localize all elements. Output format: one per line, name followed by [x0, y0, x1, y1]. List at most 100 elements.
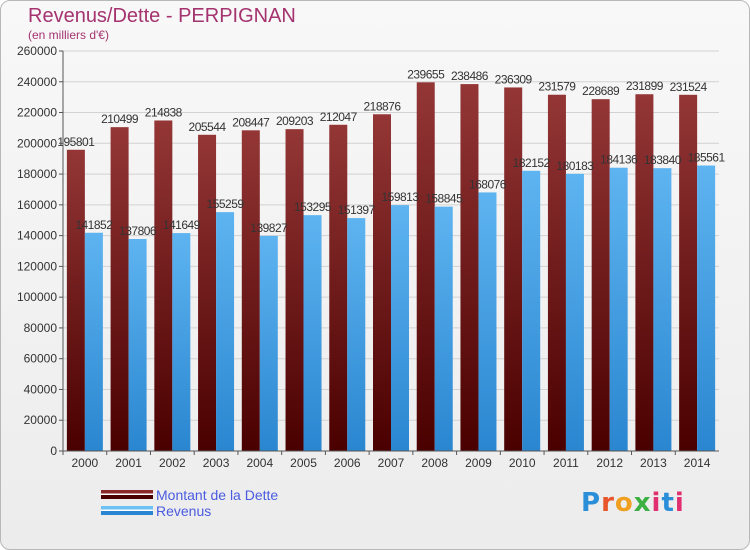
- y-tick-label: 240000: [17, 75, 57, 89]
- dette-bar: [154, 120, 173, 451]
- y-tick-label: 40000: [24, 382, 58, 396]
- logo-letter: t: [661, 488, 675, 518]
- logo-letter: P: [581, 488, 602, 518]
- revenus-value-label: 155259: [207, 197, 245, 211]
- dette-bar: [373, 114, 391, 451]
- axes: 0 20000 40000 60000 80000 100000 120000 140000 1…: [17, 44, 719, 470]
- dette-value-label: 239655: [407, 67, 445, 81]
- dette-bar: [198, 134, 217, 452]
- logo-letter: o: [614, 488, 634, 518]
- y-tick-label: 80000: [24, 321, 58, 335]
- x-tick-label: 2012: [596, 456, 623, 470]
- dette-bar: [416, 82, 435, 452]
- revenus-bar: [565, 173, 584, 451]
- revenus-bar: [347, 218, 366, 451]
- dette-value-label: 228689: [582, 84, 620, 98]
- chart-subtitle: (en milliers d'€): [28, 28, 109, 42]
- revenus-bar: [84, 232, 103, 451]
- revenus-value-label: 139827: [250, 221, 288, 235]
- revenus-value-label: 168076: [469, 177, 507, 191]
- y-tick-label: 60000: [24, 352, 58, 366]
- dette-bar: [329, 124, 348, 451]
- dette-bar: [66, 149, 85, 451]
- dette-value-label: 238486: [451, 69, 489, 83]
- logo-letter: i: [651, 488, 662, 518]
- dette-bar: [591, 99, 610, 451]
- logo-letter: x: [633, 488, 652, 518]
- proxiti-logo: Proxiti: [581, 488, 685, 518]
- revenus-value-label: 151397: [338, 203, 376, 217]
- revenus-value-label: 141649: [163, 218, 201, 232]
- revenus-value-label: 137806: [119, 224, 157, 238]
- x-tick-label: 2004: [246, 456, 273, 470]
- x-tick-label: 2005: [290, 456, 317, 470]
- x-tick-label: 2007: [378, 456, 405, 470]
- data-labels: 195801 141852 210499 137806 214838 141649 2055…: [57, 67, 726, 238]
- chart-title: Revenus/Dette - PERPIGNAN: [28, 5, 296, 27]
- revenus-bar: [259, 235, 278, 451]
- revenus-bar: [609, 167, 628, 451]
- x-tick-label: 2009: [465, 456, 492, 470]
- revenus-bar: [478, 192, 497, 451]
- y-tick-label: 140000: [17, 229, 57, 243]
- dette-value-label: 209203: [276, 114, 314, 128]
- x-tick-label: 2001: [115, 456, 142, 470]
- y-tick-label: 0: [50, 444, 57, 458]
- dette-value-label: 205544: [189, 120, 227, 134]
- revenus-value-label: 159813: [381, 190, 419, 204]
- x-tick-label: 2002: [159, 456, 186, 470]
- revenus-bar: [522, 170, 541, 451]
- revenus-bar: [391, 205, 409, 451]
- dette-value-label: 231579: [538, 80, 576, 94]
- revenus-value-label: 141852: [75, 218, 113, 232]
- revenus-value-label: 180183: [556, 159, 594, 173]
- revenus-value-label: 153295: [294, 200, 332, 214]
- revenus-bar: [434, 206, 453, 451]
- dette-value-label: 210499: [101, 112, 139, 126]
- dette-value-label: 231524: [670, 80, 708, 94]
- x-tick-label: 2010: [509, 456, 536, 470]
- x-tick-label: 2008: [421, 456, 448, 470]
- logo-letter: i: [674, 488, 685, 518]
- dette-value-label: 208447: [232, 115, 270, 129]
- dette-bar: [285, 129, 304, 451]
- legend-label-dette: Montant de la Dette: [156, 487, 279, 503]
- x-tick-label: 2003: [203, 456, 230, 470]
- revenus-bar: [303, 215, 322, 451]
- dette-value-label: 236309: [495, 72, 533, 86]
- dette-value-label: 218876: [363, 99, 401, 113]
- x-tick-label: 2006: [334, 456, 361, 470]
- logo-letter: r: [601, 488, 615, 518]
- y-tick-label: 160000: [17, 198, 57, 212]
- revenus-bar: [128, 238, 147, 451]
- y-tick-label: 20000: [24, 413, 58, 427]
- revenus-value-label: 158845: [425, 192, 463, 206]
- revenus-value-label: 182152: [513, 156, 551, 170]
- dette-bar: [547, 94, 566, 452]
- bars: [66, 82, 716, 452]
- revenus-value-label: 184136: [600, 153, 638, 167]
- dette-bar: [241, 130, 260, 451]
- dette-value-label: 195801: [57, 135, 95, 149]
- x-tick-label: 2011: [553, 456, 579, 470]
- legend-label-revenus: Revenus: [156, 503, 212, 519]
- revenus-bar: [216, 212, 235, 451]
- dette-bar: [679, 94, 698, 451]
- dette-bar: [110, 127, 129, 451]
- dette-value-label: 231899: [626, 79, 664, 93]
- y-tick-label: 260000: [17, 44, 57, 58]
- dette-bar: [635, 94, 654, 452]
- revenus-value-label: 185561: [688, 151, 726, 165]
- y-tick-label: 100000: [17, 290, 57, 304]
- revenus-value-label: 183840: [644, 153, 682, 167]
- revenus-bar: [172, 233, 191, 451]
- revenus-bar: [697, 165, 716, 451]
- revenus-bar: [653, 168, 672, 451]
- x-tick-label: 2000: [72, 456, 99, 470]
- dette-bar: [460, 84, 479, 452]
- legend-swatch-revenus: [101, 506, 153, 515]
- y-tick-label: 120000: [17, 259, 57, 273]
- y-tick-label: 220000: [17, 106, 57, 120]
